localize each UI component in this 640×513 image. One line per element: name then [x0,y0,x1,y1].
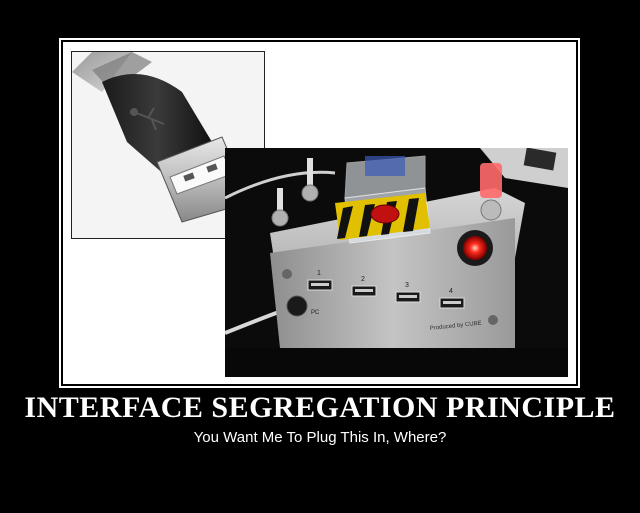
produced-by-label: Produced by CUBE [430,321,482,332]
toggle-switch [301,158,319,202]
toggle-switch [271,188,289,227]
key-icon [480,163,502,221]
poster-subtitle: You Want Me To Plug This In, Where? [193,429,447,446]
poster-title: INTERFACE SEGREGATION PRINCIPLE [24,391,616,424]
cable [225,170,336,200]
red-push-button [370,204,400,224]
usb-port [307,279,333,291]
usb-trident-icon [130,107,165,131]
usb-hub-illustration: 1 2 3 4 PC Produced by CUBE [225,148,568,377]
screw-icon [488,315,498,325]
alert-light [463,236,487,260]
pc-label: PC [311,310,320,316]
usb-port [395,291,421,303]
poster-image: 1 2 3 4 PC Produced by CUBE [63,42,576,384]
usb-port [351,285,377,297]
usb-port [439,297,465,309]
port-number-2: 2 [361,276,365,283]
port-number-1: 1 [317,270,321,277]
port-number-3: 3 [405,282,409,289]
screw-icon [282,269,292,279]
hub-front [270,218,515,348]
usb-hub-photo: 1 2 3 4 PC Produced by CUBE [225,148,568,377]
port-number-4: 4 [449,288,453,295]
pc-port [286,295,308,317]
